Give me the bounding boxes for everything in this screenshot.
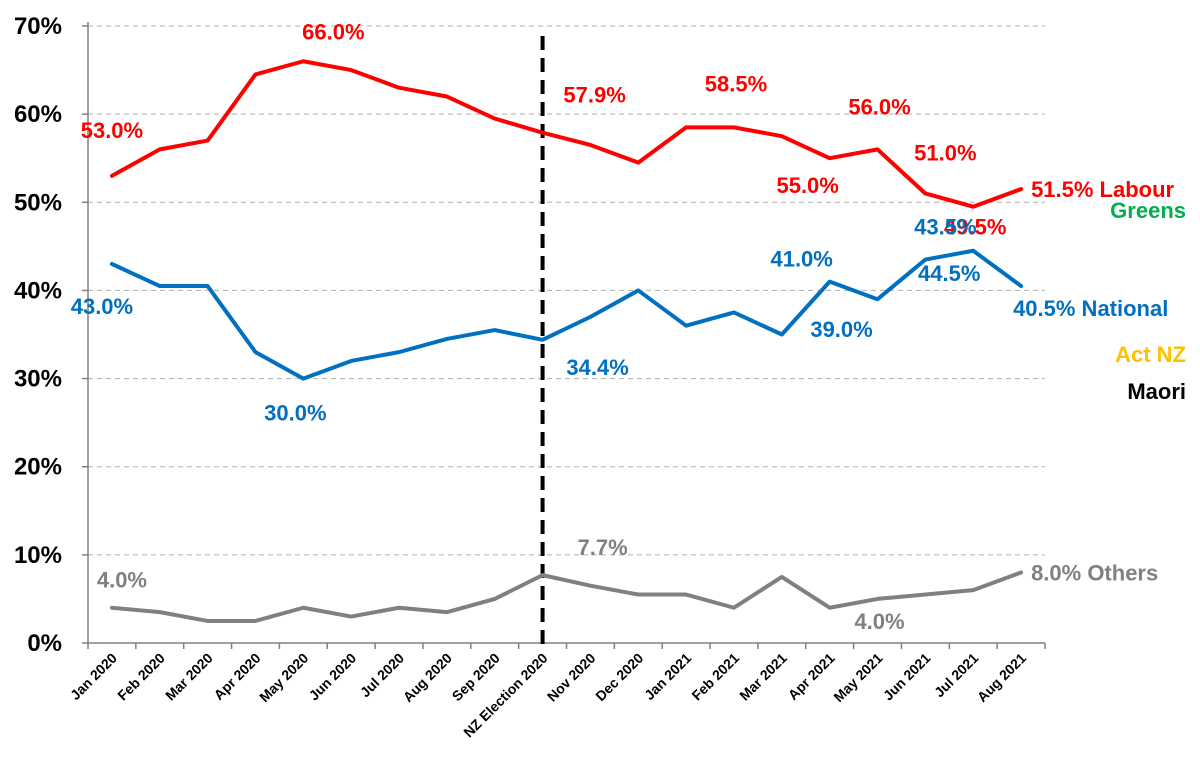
x-tick-label: Dec 2020 [592,650,646,704]
y-tick-label: 20% [14,454,62,481]
data-label: 55.0% [776,173,838,198]
data-label: 58.5% [705,71,767,96]
y-tick-label: 30% [14,366,62,393]
x-tick-label: Feb 2021 [688,650,742,704]
legend-label-maori: Maori [1127,379,1186,404]
data-label: 34.4% [566,355,628,380]
x-tick-label: Apr 2021 [785,650,838,703]
data-label: 57.9% [563,83,625,108]
x-tick-label: Aug 2021 [974,650,1029,705]
series-line-others [109,570,1024,623]
y-tick-label: 60% [14,101,62,128]
x-tick-label: Jan 2020 [67,650,120,703]
series-line-national [109,248,1024,381]
data-label: 39.0% [810,317,872,342]
x-tick-label: Jun 2020 [306,650,360,704]
data-label: 4.0% [854,609,904,634]
x-tick-label: May 2021 [830,650,885,705]
x-tick-label: Jun 2021 [880,650,934,704]
data-label: 51.0% [914,140,976,165]
x-tick-label: Nov 2020 [544,650,599,705]
data-label: 49.5% [944,215,1006,240]
x-tick-label: May 2020 [256,650,311,705]
data-label: 4.0% [97,568,147,593]
series-end-label-others: 8.0% Others [1031,560,1158,585]
x-tick-label: Aug 2020 [400,650,455,705]
x-tick-label: NZ Election 2020 [460,650,551,741]
data-label: 43.5% [914,215,976,240]
data-label: 53.0% [81,118,143,143]
y-tick-label: 10% [14,542,62,569]
x-tick-label: Feb 2020 [114,650,168,704]
data-label: 44.5% [918,261,980,286]
y-tick-label: 50% [14,189,62,216]
data-label: 43.0% [71,294,133,319]
data-label: 30.0% [264,401,326,426]
x-tick-label: Mar 2020 [162,650,216,704]
data-label: 56.0% [848,94,910,119]
series-end-label-national: 40.5% National [1013,296,1168,321]
series-end-label-labour: 51.5% Labour [1031,177,1174,202]
legend-label-greens: Greens [1110,198,1186,223]
legend-label-act-nz: Act NZ [1115,342,1186,367]
y-tick-label: 40% [14,277,62,304]
x-tick-label: Jan 2021 [641,650,694,703]
x-tick-label: Apr 2020 [210,650,263,703]
y-tick-label: 0% [27,630,62,657]
x-tick-label: Mar 2021 [736,650,790,704]
data-label: 7.7% [577,535,627,560]
y-tick-label: 70% [14,13,62,40]
data-label: 66.0% [302,19,364,44]
series-line-labour [109,59,1024,209]
data-label: 41.0% [770,247,832,272]
